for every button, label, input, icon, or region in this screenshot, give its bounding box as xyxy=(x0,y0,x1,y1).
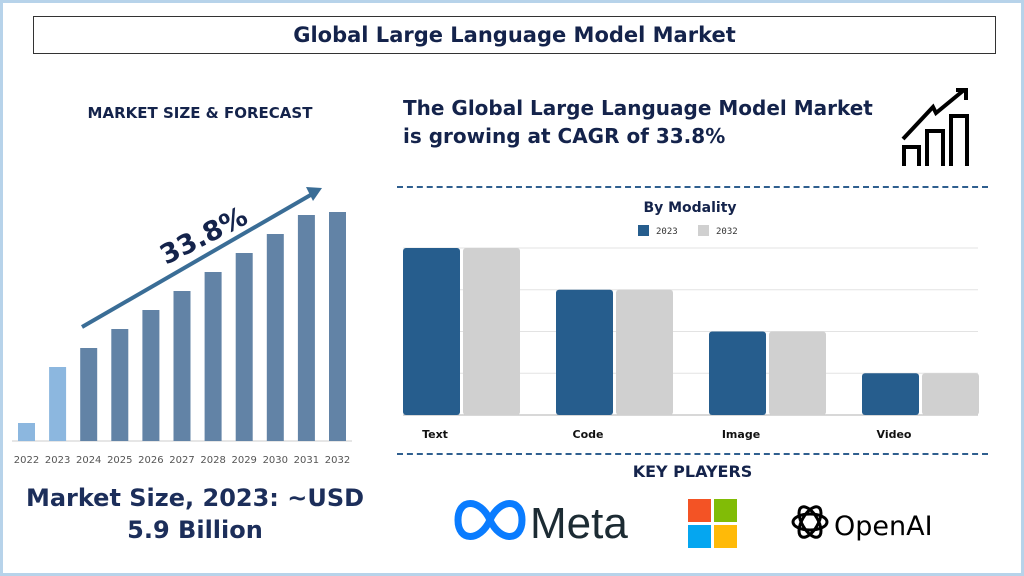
bar-2023 xyxy=(49,367,67,441)
bar-image-2023 xyxy=(709,331,766,415)
category-label: Text xyxy=(422,428,448,441)
bar-code-2023 xyxy=(556,289,613,415)
x-tick-label: 2022 xyxy=(14,455,39,466)
microsoft-logo xyxy=(688,499,737,548)
bar-2026 xyxy=(142,310,160,441)
bar-text-2032 xyxy=(463,248,520,415)
bar-2031 xyxy=(297,215,315,441)
meta-logo: Meta xyxy=(454,499,628,548)
x-tick-label: 2028 xyxy=(200,455,225,466)
cagr-headline: The Global Large Language Model Market i… xyxy=(403,96,873,148)
bar-text-2023 xyxy=(403,248,460,415)
legend-swatch-2032 xyxy=(698,225,709,236)
x-tick-label: 2029 xyxy=(231,455,256,466)
bar-image-2032 xyxy=(769,331,826,415)
growth-arrow xyxy=(80,191,316,329)
openai-label: OpenAI xyxy=(834,511,933,542)
bar-2030 xyxy=(266,234,284,441)
bar-video-2032 xyxy=(922,373,979,415)
category-label: Code xyxy=(573,428,604,441)
bar-2027 xyxy=(173,291,191,441)
x-tick-label: 2027 xyxy=(169,455,194,466)
divider xyxy=(397,453,988,455)
x-tick-label: 2031 xyxy=(294,455,319,466)
openai-logo: OpenAI xyxy=(791,505,933,542)
category-label: Video xyxy=(877,428,912,441)
growth-arrowhead xyxy=(306,187,322,201)
bar-2032 xyxy=(329,212,346,441)
modality-title: By Modality xyxy=(643,200,736,216)
market-size-text: Market Size, 2023: ~USD 5.9 Billion xyxy=(25,484,365,544)
page-title: Global Large Language Model Market xyxy=(33,16,996,54)
legend-label-2032: 2032 xyxy=(716,227,738,237)
bar-video-2023 xyxy=(862,373,919,415)
x-tick-label: 2025 xyxy=(107,455,132,466)
legend-swatch-2023 xyxy=(638,225,649,236)
legend-label-2023: 2023 xyxy=(656,227,678,237)
market-size-heading: MARKET SIZE & FORECAST xyxy=(87,104,313,122)
x-tick-label: 2032 xyxy=(325,455,350,466)
bar-2024 xyxy=(80,348,98,441)
x-tick-label: 2024 xyxy=(76,455,101,466)
bar-2029 xyxy=(235,253,253,441)
bar-2028 xyxy=(204,272,222,441)
bar-code-2032 xyxy=(616,289,673,415)
x-tick-label: 2026 xyxy=(138,455,163,466)
key-players-heading: KEY PLAYERS xyxy=(632,462,753,481)
growth-chart-icon xyxy=(901,88,969,166)
x-tick-label: 2023 xyxy=(45,455,70,466)
bar-2025 xyxy=(111,329,129,441)
meta-label: Meta xyxy=(530,499,628,548)
divider xyxy=(397,186,988,188)
x-tick-label: 2030 xyxy=(263,455,288,466)
bar-2022 xyxy=(18,423,35,441)
category-label: Image xyxy=(722,428,760,441)
